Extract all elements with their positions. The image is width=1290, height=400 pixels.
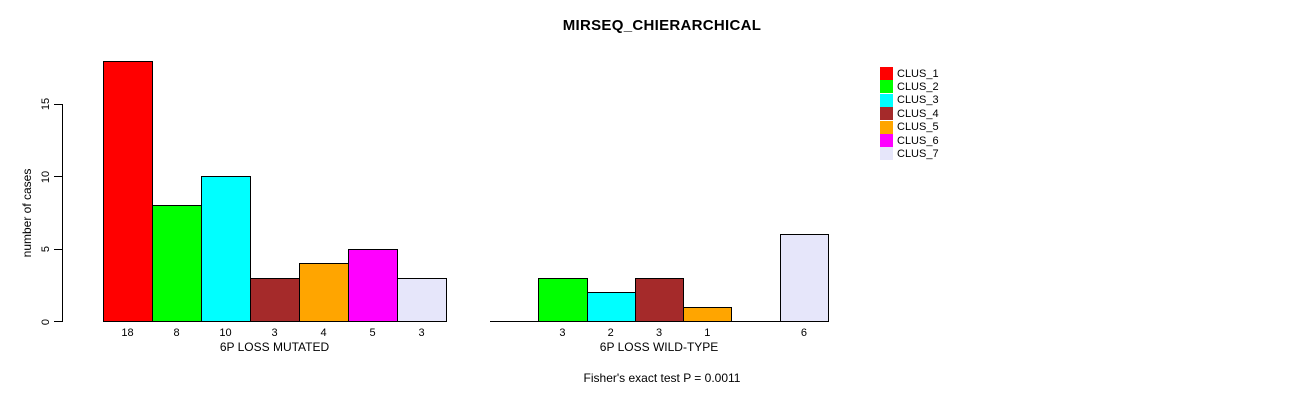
bar-value-label: 8 [173,327,180,339]
bar [683,306,733,322]
legend-label: CLUS_2 [897,80,939,93]
legend-swatch [880,147,893,161]
legend-item: CLUS_2 [880,80,939,94]
bar [299,263,349,322]
legend-swatch [880,80,893,94]
y-axis-line [62,103,63,322]
legend-label: CLUS_7 [897,147,939,160]
bar-value-label: 2 [607,327,614,339]
y-tick-label: 0 [40,318,52,325]
legend-swatch [880,120,893,134]
y-tick [54,321,62,322]
bar-value-label: 5 [369,327,376,339]
legend-label: CLUS_6 [897,134,939,147]
legend-swatch [880,107,893,121]
x-group-label: 6P LOSS MUTATED [219,340,330,354]
legend-item: CLUS_1 [880,67,939,80]
y-tick-label: 10 [40,170,52,183]
legend-label: CLUS_5 [897,121,939,134]
x-group-label: 6P LOSS WILD-TYPE [599,340,719,354]
bar-value-label: 1 [704,327,711,339]
bar [103,60,153,322]
bar [348,248,398,322]
y-tick-label: 15 [40,98,52,111]
bar [152,205,202,322]
bar-value-label: 6 [800,327,807,339]
y-tick [54,248,62,250]
bar [779,234,830,322]
bar-value-label: 3 [655,327,663,339]
y-tick [54,176,62,178]
bar-value-label: 18 [121,327,134,339]
legend-item: CLUS_5 [880,120,939,134]
legend-swatch [880,134,893,147]
fisher-test-annotation: Fisher's exact test P = 0.0011 [583,371,741,385]
legend-swatch [880,93,893,107]
chart-title: MIRSEQ_CHIERARCHICAL [562,17,762,34]
legend-label: CLUS_1 [897,67,939,80]
legend-item: CLUS_4 [880,107,939,121]
legend-label: CLUS_3 [897,94,939,107]
bar [586,292,636,322]
legend-item: CLUS_7 [880,147,939,161]
bar-value-label: 3 [418,327,425,339]
bar [397,277,447,322]
y-tick-label: 5 [40,246,52,253]
y-axis-label: number of cases [20,168,34,258]
bar-value-label: 3 [271,327,278,339]
legend-swatch [880,67,893,80]
bar-value-label: 3 [559,327,566,339]
legend-item: CLUS_6 [880,134,939,147]
bar [201,176,251,322]
bar-value-label: 4 [320,327,327,339]
bar [634,277,685,322]
legend-label: CLUS_4 [897,107,939,120]
bar-value-label: 10 [219,327,232,339]
bar [250,277,300,322]
legend-item: CLUS_3 [880,93,939,107]
y-tick [54,103,62,105]
bar [538,277,588,322]
